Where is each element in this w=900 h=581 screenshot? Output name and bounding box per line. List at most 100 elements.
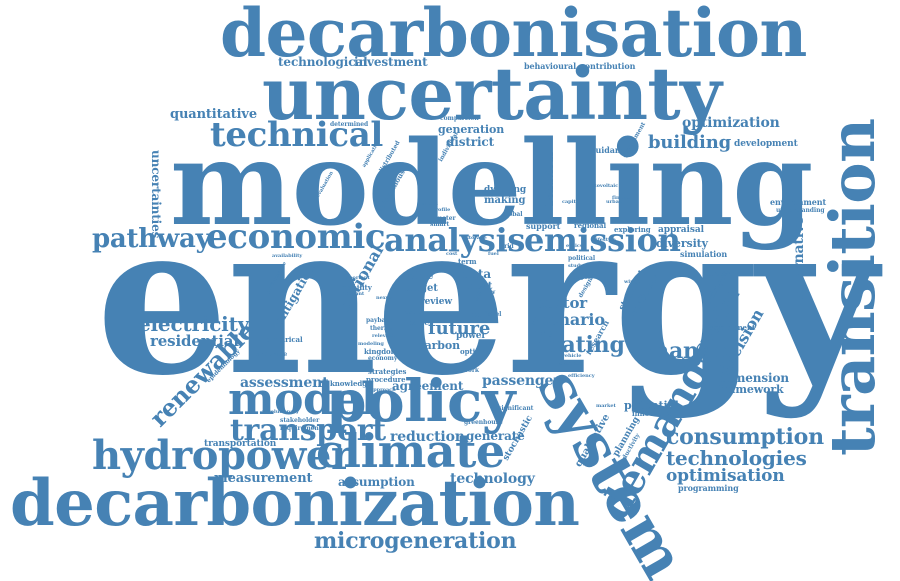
word-efficiency: efficiency	[568, 373, 595, 379]
word-consumption: consumption	[666, 424, 824, 450]
word-cost: cost	[446, 251, 458, 257]
word-kingdom: kingdom	[364, 347, 398, 356]
word-scenario: scenario	[530, 310, 605, 329]
word-optimisation: optimisation	[666, 466, 785, 486]
word-modelling: modelling	[170, 116, 813, 252]
word-generation: generation	[438, 123, 505, 136]
word-exploring: exploring	[614, 225, 651, 234]
word-alternative: alternative	[791, 216, 807, 300]
word-vehicle: vehicle	[562, 353, 582, 359]
word-storage: storage	[466, 235, 487, 241]
word-case: case	[448, 263, 461, 269]
word-heating: heating	[532, 332, 625, 358]
word-target: target	[404, 283, 438, 294]
word-agreement: agreement	[392, 379, 464, 393]
word-mobility: mobility	[340, 283, 372, 292]
word-comparison: comparison	[440, 115, 479, 122]
word-future: future	[428, 318, 491, 339]
word-relevant: relevant	[372, 333, 395, 339]
word-electricity: electricity	[138, 312, 250, 336]
word-term: term	[458, 257, 477, 266]
word-stakeholder: stakeholder	[280, 417, 320, 424]
word-technical: technical	[210, 115, 383, 155]
word-quantitative: quantitative	[170, 107, 257, 122]
word-strategies: strategies	[368, 367, 407, 376]
word-uncertainties: uncertainties	[149, 150, 163, 239]
word-assumption: assumption	[338, 475, 415, 489]
word-environment: environment	[770, 197, 827, 207]
word-low: low	[484, 289, 496, 296]
word-capital: capital	[562, 199, 581, 205]
word-paper: paper	[408, 317, 434, 327]
word-impact: impact	[574, 275, 593, 281]
word-different: different	[340, 291, 365, 297]
word-lifestyle: lifestyle	[594, 237, 616, 243]
word-development: development	[734, 139, 798, 149]
word-transition-rotated: transition	[816, 118, 889, 456]
word-simulation: simulation	[680, 249, 728, 259]
word-technological: technological	[278, 55, 368, 69]
word-electric: electric	[558, 361, 579, 367]
word-ethics: ethics	[566, 243, 583, 249]
word-thermal: thermal	[370, 325, 397, 332]
word-transportation: transportation	[204, 439, 277, 449]
word-landscape: landscape	[254, 351, 288, 358]
word-power: power	[456, 331, 487, 341]
word-passenger: passenger	[482, 373, 561, 389]
word-diversity: diversity	[656, 237, 708, 250]
word-understanding: understanding	[776, 207, 825, 214]
word-revolutionary: revolutionary	[262, 409, 299, 415]
word-smart: smart	[430, 221, 450, 228]
word-uncertainty: uncertainty	[262, 51, 722, 136]
word-knowledge: knowledge	[330, 379, 372, 388]
word-climate: climate	[316, 424, 505, 478]
word-level: level	[486, 311, 502, 318]
word-photovoltaic: photovoltaic	[584, 183, 619, 189]
word-data: data	[462, 267, 492, 281]
word-urban: urban	[606, 199, 623, 205]
word-carbon: carbon	[418, 339, 460, 352]
word-deployment: deployment	[710, 323, 756, 332]
word-technology: technology	[450, 471, 535, 487]
word-change: change	[640, 338, 728, 364]
word-value: value	[404, 271, 434, 282]
word-solid: solid	[472, 309, 494, 319]
word-behavioural: behavioural	[524, 61, 577, 71]
word-study: study	[568, 263, 583, 269]
word-review: review	[420, 297, 453, 307]
word-profile: profile	[432, 207, 451, 213]
word-pathway: pathway	[92, 224, 211, 254]
word-model: model	[228, 374, 378, 425]
word-regional: regional	[574, 221, 607, 230]
word-economic: economic	[206, 217, 386, 257]
word-meter: meter	[436, 215, 456, 222]
word-important: important	[342, 275, 370, 281]
word-appraisal: appraisal	[658, 225, 704, 235]
word-market: market	[596, 403, 616, 409]
word-building: building	[648, 132, 732, 153]
word-reduction: reduction	[390, 429, 465, 445]
word-guidance: guidance	[590, 145, 631, 155]
word-emission: emission	[524, 221, 681, 259]
word-significant: significant	[498, 405, 534, 412]
word-availability: availability	[272, 253, 303, 259]
word-microgeneration: microgeneration	[314, 528, 517, 554]
word-behaviour: behaviour	[545, 150, 556, 206]
word-requirement: requirement	[280, 425, 322, 432]
word-optimization: optimization	[682, 115, 780, 131]
word-optimal: optimal	[460, 347, 490, 356]
word-payback: payback	[366, 317, 394, 324]
word-empirical: empirical	[266, 335, 303, 344]
word-result: result	[402, 309, 422, 316]
word-framework: framework	[718, 383, 784, 396]
word-policy: policy	[326, 367, 515, 435]
word-finance: finance	[612, 195, 633, 201]
word-assessment: assessment	[240, 375, 329, 391]
word-greenhouse: greenhouse	[464, 419, 503, 426]
word-decarbonisation: decarbonisation	[220, 0, 807, 72]
word-generate: generate	[466, 429, 525, 443]
word-analysis: analysis	[384, 221, 526, 259]
word-transport: transport	[230, 413, 386, 448]
word-approach: approach	[370, 387, 396, 393]
